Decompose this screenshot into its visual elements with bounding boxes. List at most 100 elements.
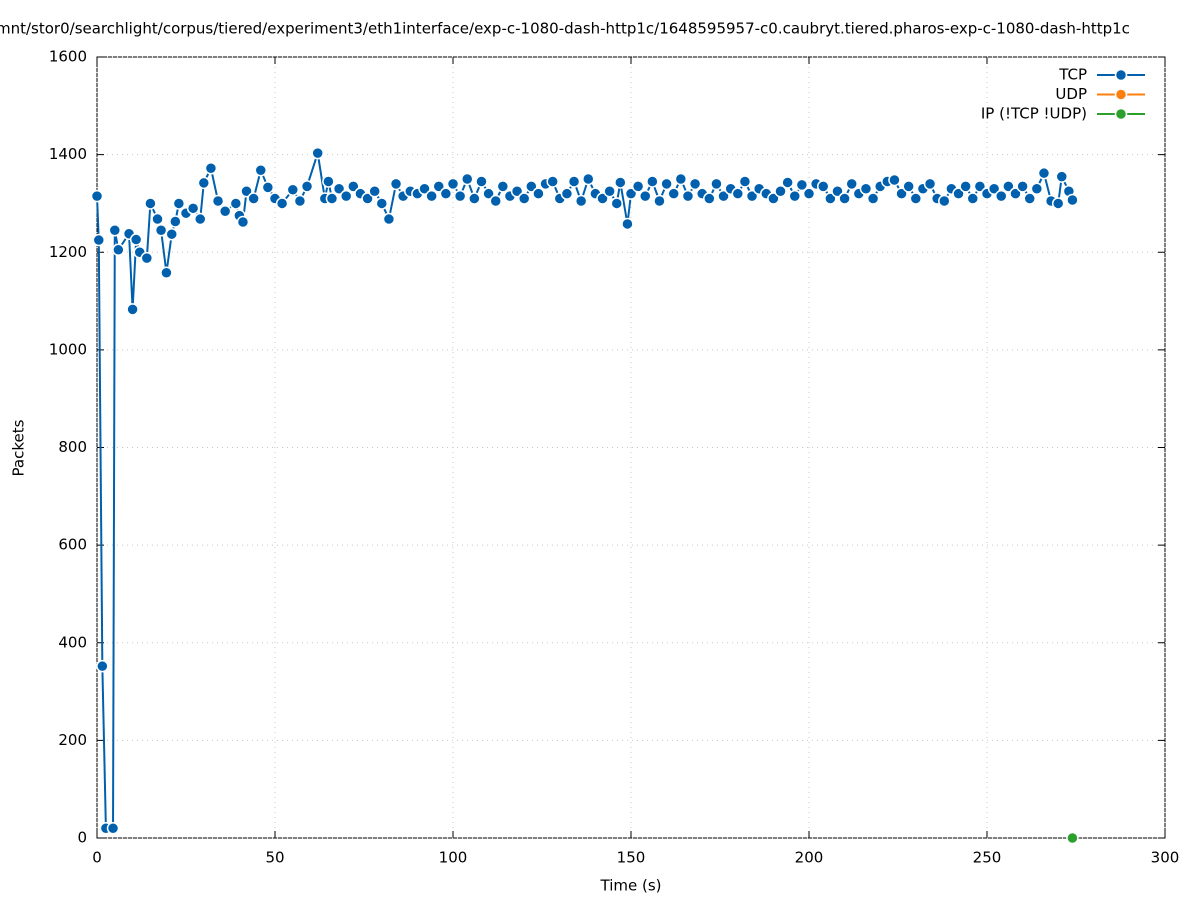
data-point <box>247 192 260 205</box>
data-point <box>703 192 716 205</box>
x-tick-label: 250 <box>973 849 1002 867</box>
data-point <box>453 189 467 203</box>
data-point <box>774 184 787 198</box>
y-tick-label: 0 <box>77 829 87 847</box>
x-tick-label: 150 <box>617 849 646 867</box>
data-point <box>621 217 634 231</box>
data-point <box>432 180 446 193</box>
data-point <box>674 172 688 186</box>
y-tick-label: 1400 <box>49 145 87 163</box>
data-point <box>165 227 179 241</box>
data-point <box>322 175 335 188</box>
data-point <box>151 212 164 226</box>
data-point <box>311 146 324 160</box>
legend-label: TCP <box>1058 66 1087 84</box>
data-point <box>824 192 837 205</box>
data-point <box>1023 192 1036 205</box>
legend-swatch <box>1114 88 1128 101</box>
data-point <box>418 182 431 196</box>
data-point <box>510 184 524 198</box>
data-point <box>218 204 232 218</box>
data-point <box>293 194 307 208</box>
data-point <box>532 187 545 200</box>
data-point <box>845 177 858 191</box>
data-point <box>952 187 965 200</box>
data-point <box>688 177 702 191</box>
data-point <box>254 163 268 177</box>
data-point <box>90 189 104 203</box>
x-tick-label: 300 <box>1151 849 1180 867</box>
data-point <box>525 180 538 193</box>
y-tick-label: 800 <box>58 438 87 456</box>
data-point <box>160 266 173 280</box>
x-axis-label: Time (s) <box>600 877 662 895</box>
y-tick-label: 600 <box>58 536 87 554</box>
data-point <box>92 233 106 247</box>
series-line <box>96 152 1074 830</box>
data-point <box>339 189 353 203</box>
data-point <box>745 189 759 203</box>
data-point <box>667 187 680 200</box>
data-point <box>631 180 645 193</box>
data-point <box>614 176 627 189</box>
data-point <box>197 176 211 190</box>
y-tick-label: 400 <box>58 633 87 651</box>
data-point <box>859 182 873 196</box>
data-point <box>1016 180 1029 193</box>
data-point <box>106 821 120 835</box>
chart-title: mnt/stor0/searchlight/corpus/tiered/expe… <box>0 20 1130 38</box>
data-point <box>236 215 250 229</box>
data-point <box>574 194 588 208</box>
data-point <box>129 233 143 246</box>
data-point <box>582 172 595 186</box>
data-point <box>802 187 816 200</box>
data-point <box>1066 831 1079 845</box>
data-point <box>831 184 844 198</box>
data-point <box>425 189 438 203</box>
data-point <box>496 180 510 193</box>
data-point <box>710 177 723 191</box>
data-point <box>567 175 581 188</box>
data-point <box>382 212 396 226</box>
data-point <box>489 194 502 208</box>
data-point <box>1030 182 1044 196</box>
data-point <box>731 187 745 200</box>
data-point <box>140 251 154 265</box>
data-point <box>347 180 360 193</box>
y-tick-label: 1200 <box>49 243 87 261</box>
data-point <box>660 177 673 191</box>
data-point <box>144 197 157 210</box>
data-point <box>596 192 609 205</box>
data-point <box>888 173 901 187</box>
data-point <box>1002 180 1015 193</box>
data-point <box>603 184 616 198</box>
data-point <box>325 192 339 205</box>
data-point <box>332 182 346 196</box>
data-point <box>646 175 659 188</box>
data-point <box>717 189 730 203</box>
x-tick-label: 100 <box>439 849 468 867</box>
y-tick-label: 1600 <box>49 48 87 66</box>
data-point <box>866 192 880 205</box>
x-tick-label: 200 <box>795 849 824 867</box>
data-point <box>781 176 794 189</box>
data-point <box>767 192 780 205</box>
data-point <box>681 189 695 203</box>
data-point <box>108 224 122 237</box>
data-point <box>1051 197 1065 210</box>
data-point <box>389 177 403 191</box>
legend-swatch <box>1114 68 1128 82</box>
data-point <box>96 659 109 673</box>
legend-label: IP (!TCP !UDP) <box>981 105 1087 123</box>
data-point <box>738 175 752 188</box>
data-point <box>838 192 851 205</box>
data-point <box>546 175 559 188</box>
data-point <box>610 197 624 210</box>
data-point <box>923 177 937 191</box>
data-point <box>1066 193 1079 207</box>
data-point <box>909 192 923 205</box>
data-point <box>439 187 453 200</box>
data-point <box>375 197 389 210</box>
legend-label: UDP <box>1055 85 1087 103</box>
